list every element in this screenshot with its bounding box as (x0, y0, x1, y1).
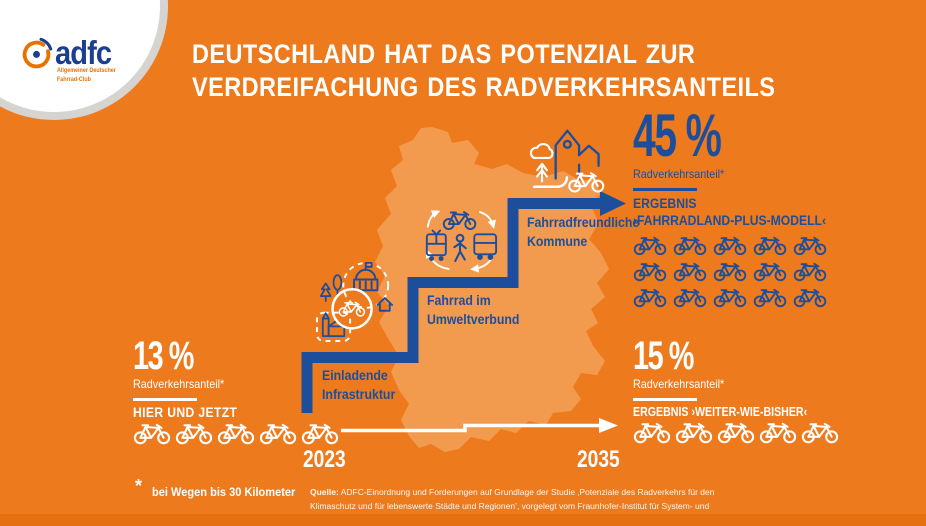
bike-friendly-city-icon (529, 129, 605, 193)
bicycle-icon (133, 423, 171, 444)
footnote-text: bei Wegen bis 30 Kilometer (152, 485, 296, 499)
adfc-subtitle-line: Allgemeiner Deutscher (57, 67, 116, 74)
adfc-subtitle-line: Fahrrad-Club (57, 75, 91, 83)
bicycle-icon (713, 236, 747, 255)
source-label: Quelle: (310, 487, 339, 497)
stat-caption-line: ›FAHRRADLAND-PLUS-MODELL‹ (633, 213, 827, 229)
bicycle-icon (633, 422, 671, 443)
bicycle-icon (753, 262, 787, 281)
bus-icon (473, 233, 498, 260)
stat-label: Radverkehrsanteil* (633, 377, 725, 391)
bicycle-icon (338, 301, 366, 317)
page-title-line: DEUTSCHLAND HAT DAS POTENZIAL ZUR (192, 39, 696, 69)
bicycle-icon (753, 236, 787, 255)
bicycle-icon (175, 423, 213, 444)
bicycle-icon (717, 422, 755, 443)
adfc-wordmark: adfc (55, 34, 112, 71)
stat-label: Radverkehrsanteil* (133, 377, 225, 391)
page-title-line: VERDREIFACHUNG DES RADVERKEHRSANTEILS (192, 71, 776, 102)
cloud-icon (529, 143, 554, 160)
pedestrian-icon (453, 233, 467, 262)
timeline-arrow-icon (341, 418, 618, 433)
step-label-infrastructure: Einladende Infrastruktur (322, 366, 395, 404)
town-hall-icon (353, 261, 379, 292)
stat-status-quo: 13 % Radverkehrsanteil* HIER UND JETZT (133, 336, 373, 445)
bicycle-icon (675, 422, 713, 443)
adfc-subtitle: Allgemeiner Deutscher Fahrrad-Club (57, 67, 116, 85)
bottom-accent-bar (0, 514, 926, 526)
divider (633, 398, 697, 401)
tram-icon (425, 229, 447, 262)
bicycle-icon (673, 288, 707, 307)
bicycle-icon (759, 422, 797, 443)
divider (633, 188, 697, 191)
stat-value: 45 % (633, 102, 722, 169)
stat-fahrradland-plus: 45 % Radverkehrsanteil* ERGEBNIS ›FAHRRA… (633, 106, 873, 308)
road-swoosh-icon (532, 176, 569, 189)
stat-label: Radverkehrsanteil* (633, 167, 725, 181)
bicycle-icon (633, 236, 667, 255)
staircase-arrow-icon (301, 191, 626, 413)
bicycle-icon (793, 262, 827, 281)
bicycle-icon (753, 288, 787, 307)
bicycle-icon (713, 262, 747, 281)
bike-icons-row (133, 422, 373, 445)
bicycle-icon (793, 236, 827, 255)
house-icon (376, 297, 394, 312)
bicycle-icon (801, 422, 839, 443)
adfc-logo-icon (22, 37, 53, 69)
stat-caption: ERGEBNIS ›WEITER-WIE-BISHER‹ (633, 404, 808, 419)
step-label-line: Umweltverbund (427, 310, 520, 327)
stat-caption-line: ERGEBNIS (633, 195, 697, 211)
divider (133, 398, 197, 401)
step-label-kommune: Fahrradfreundliche Kommune (527, 213, 639, 251)
circle-badge (331, 288, 373, 330)
step-label-line: Kommune (527, 232, 588, 249)
stat-value: 13 % (133, 334, 194, 378)
page-title: DEUTSCHLAND HAT DAS POTENZIAL ZUR VERDRE… (192, 38, 775, 104)
footnote-asterisk: * (135, 476, 143, 496)
bicycle-icon (673, 236, 707, 255)
bike-icons-row (633, 421, 873, 444)
stat-caption: ERGEBNIS ›FAHRRADLAND-PLUS-MODELL‹ (633, 195, 849, 230)
dashed-bubble-icon (342, 261, 390, 309)
pine-tree-icon (319, 282, 332, 302)
timeline-year-end: 2035 (577, 446, 620, 473)
city-buildings-icon (554, 129, 600, 180)
stat-weiter-wie-bisher: 15 % Radverkehrsanteil* ERGEBNIS ›WEITER… (633, 336, 873, 444)
bicycle-icon (442, 211, 477, 231)
bicycle-icon (673, 262, 707, 281)
step-label-line: Fahrradfreundliche (527, 214, 640, 230)
eco-mobility-cycle-icon (425, 210, 498, 273)
bicycle-icon (633, 262, 667, 281)
bicycle-icon (301, 423, 339, 444)
bicycle-icon (713, 288, 747, 307)
bicycle-icon (259, 423, 297, 444)
step-label-line: Fahrrad im (427, 292, 491, 308)
bicycle-icon (633, 288, 667, 307)
stat-caption: HIER UND JETZT (133, 404, 238, 420)
step-label-line: Infrastruktur (322, 385, 396, 402)
stat-value: 15 % (633, 334, 694, 378)
bicycle-icon (217, 423, 255, 444)
bicycle-icon (793, 288, 827, 307)
bike-icons-grid (633, 235, 833, 308)
timeline-year-start: 2023 (303, 446, 346, 473)
growth-arrow-tree-icon (536, 162, 548, 183)
step-label-umweltverbund: Fahrrad im Umweltverbund (427, 291, 519, 329)
step-label-line: Einladende (322, 367, 388, 383)
village-infrastructure-icon (315, 261, 394, 342)
bicycle-icon (568, 172, 605, 193)
